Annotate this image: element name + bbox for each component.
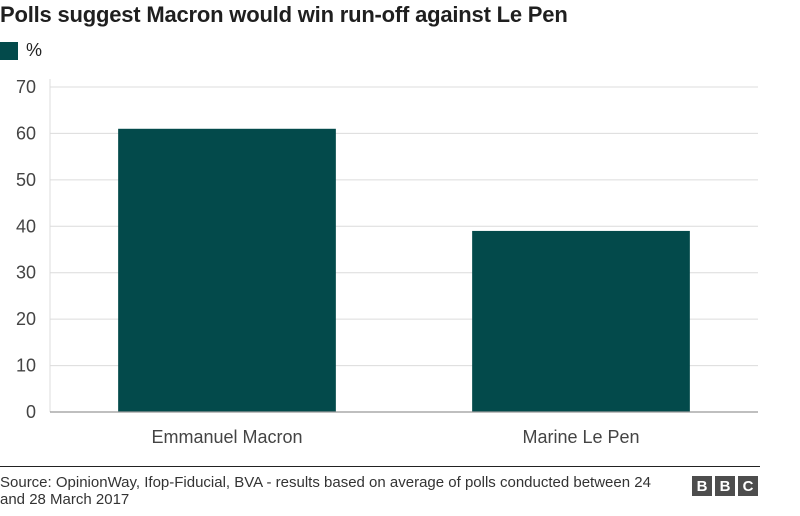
legend: % bbox=[0, 40, 42, 61]
x-tick-label: Marine Le Pen bbox=[522, 427, 639, 447]
bbc-logo: B B C bbox=[692, 476, 758, 496]
y-tick-label: 20 bbox=[16, 309, 36, 329]
bar-marine-le-pen bbox=[472, 230, 690, 412]
y-tick-label: 40 bbox=[16, 216, 36, 236]
y-tick-label: 0 bbox=[26, 402, 36, 422]
x-tick-label: Emmanuel Macron bbox=[151, 427, 302, 447]
chart-title: Polls suggest Macron would win run-off a… bbox=[0, 2, 568, 27]
y-tick-label: 60 bbox=[16, 123, 36, 143]
legend-swatch bbox=[0, 41, 18, 60]
y-tick-label: 70 bbox=[16, 77, 36, 97]
bar-emmanuel-macron bbox=[118, 128, 336, 412]
bar-chart: 0 10 20 30 40 50 60 70 Emmanuel Macron Marine Le … bbox=[16, 77, 758, 447]
y-tick-label: 30 bbox=[16, 263, 36, 283]
y-tick-label: 50 bbox=[16, 170, 36, 190]
source-note: Source: OpinionWay, Ifop-Fiducial, BVA -… bbox=[0, 474, 651, 508]
bbc-logo-letter: B bbox=[715, 476, 735, 496]
bbc-logo-letter: B bbox=[692, 476, 712, 496]
legend-label: % bbox=[26, 40, 43, 60]
y-tick-label: 10 bbox=[16, 356, 36, 376]
footer-divider bbox=[0, 466, 760, 467]
bbc-logo-letter: C bbox=[738, 476, 758, 496]
